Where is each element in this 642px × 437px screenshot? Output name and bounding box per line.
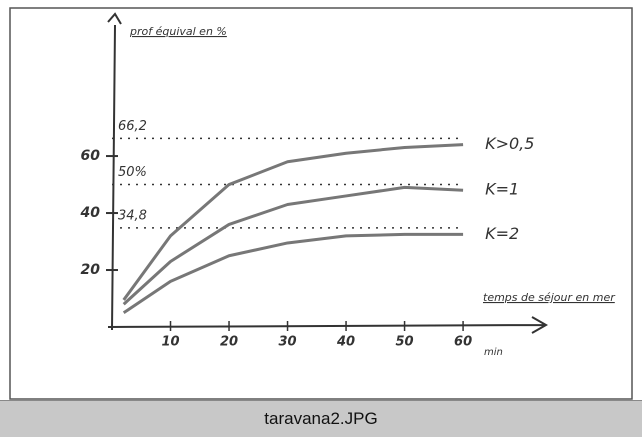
y-tick-label: 40 [80,205,101,221]
x-tick-label: 20 [220,335,238,350]
x-tick-label: 30 [278,335,296,350]
y-tick-label: 60 [81,148,101,164]
x-axis-label: temps de séjour en mer [483,291,616,304]
y-tick-label: 20 [81,262,101,278]
reference-label: 34,8 [118,208,147,223]
x-tick-label: 40 [336,335,355,350]
x-tick-label: 50 [396,335,414,350]
frame [10,8,632,399]
series-label: K>0,5 [485,134,534,153]
x-unit: min [484,347,503,358]
y-axis-label: prof équival en % [129,25,227,38]
reference-label: 50% [118,165,147,180]
reference-label: 66,2 [118,119,147,134]
x-tick-label: 60 [454,335,472,350]
series-label: K=2 [485,224,519,243]
caption: taravana2.JPG [0,400,642,437]
chart: prof équival en % temps de séjour en mer… [0,0,642,400]
viewer: prof équival en % temps de séjour en mer… [0,0,642,437]
x-tick-label: 10 [161,335,179,350]
series-label: K=1 [485,180,519,199]
